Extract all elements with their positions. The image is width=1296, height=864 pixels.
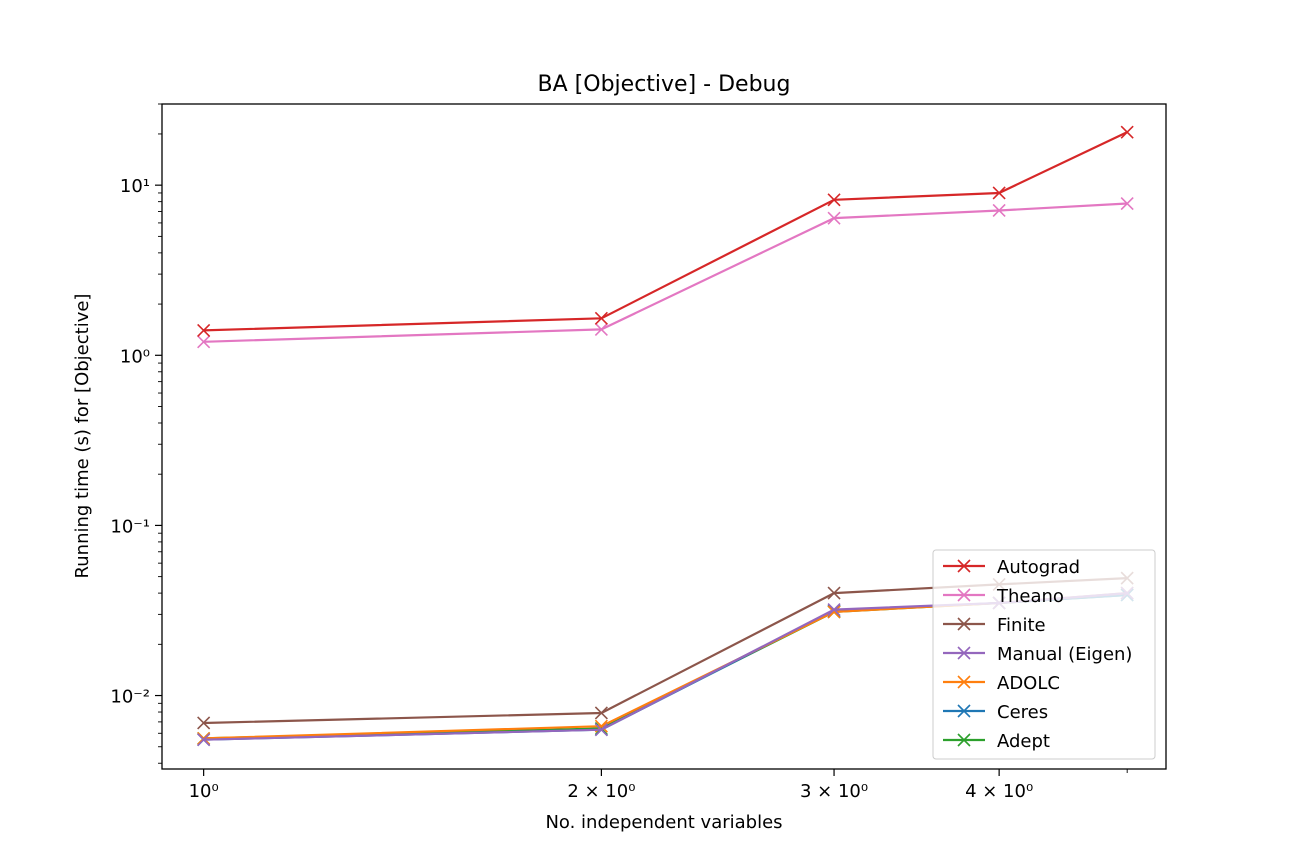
data-point [197, 731, 211, 745]
legend: Autograd Theano Finite Manual (Eigen) ADOLC C… [932, 549, 1156, 760]
legend-entry: Adept [943, 731, 1050, 752]
plot-frame [161, 103, 1167, 770]
y-tick-label: 10⁻² [110, 687, 150, 708]
x-tick-label: 10⁰ [189, 781, 219, 802]
data-point [594, 311, 608, 325]
legend-marker [957, 675, 971, 689]
legend-box [932, 549, 1156, 760]
data-point [992, 186, 1006, 200]
legend-entry: Finite [943, 615, 1046, 636]
legend-entry: Manual (Eigen) [943, 644, 1132, 665]
data-point [594, 723, 608, 737]
y-axis-ticks: 10⁻² 10⁻¹ 10⁰ 10¹ [110, 176, 162, 708]
y-tick-label: 10¹ [120, 176, 150, 197]
data-point [1120, 196, 1134, 211]
data-point [827, 586, 841, 600]
y-axis-label: Running time (s) for [Objective] [72, 294, 93, 579]
legend-label: Autograd [997, 557, 1080, 578]
data-point [197, 716, 211, 730]
data-point [197, 733, 211, 747]
legend-marker [957, 646, 971, 660]
legend-label: ADOLC [997, 673, 1060, 694]
legend-label: Ceres [997, 702, 1048, 723]
legend-entry: Theano [943, 586, 1064, 607]
legend-label: Theano [996, 586, 1064, 607]
legend-marker [957, 704, 971, 718]
x-tick-label: 2 × 10⁰ [567, 781, 635, 802]
x-tick-label: 4 × 10⁰ [965, 781, 1033, 802]
data-point [827, 193, 841, 207]
x-axis-label: No. independent variables [545, 812, 782, 833]
legend-marker [957, 588, 971, 602]
data-point [197, 323, 211, 337]
data-point [827, 211, 841, 225]
data-point [827, 605, 841, 619]
legend-label: Adept [997, 731, 1050, 752]
x-tick-label: 3 × 10⁰ [800, 781, 868, 802]
data-point [1120, 125, 1134, 139]
legend-entry: Ceres [943, 702, 1048, 723]
legend-entry: ADOLC [943, 673, 1060, 694]
data-point [992, 203, 1006, 218]
data-point [197, 335, 211, 349]
chart-title: BA [Objective] - Debug [538, 72, 791, 97]
x-axis-ticks: 10⁰ 2 × 10⁰ 3 × 10⁰ 4 × 10⁰ [189, 769, 1128, 802]
data-point [827, 603, 841, 617]
legend-marker [957, 617, 971, 631]
legend-label: Finite [997, 615, 1046, 636]
series-theano [197, 196, 1134, 349]
legend-entry: Autograd [943, 557, 1080, 578]
legend-label: Manual (Eigen) [997, 644, 1132, 665]
legend-marker [957, 559, 971, 573]
legend-marker [957, 733, 971, 747]
data-point [594, 706, 608, 720]
y-tick-label: 10⁻¹ [110, 516, 150, 537]
series-autograd [197, 125, 1134, 337]
y-tick-label: 10⁰ [120, 346, 150, 367]
data-point [594, 322, 608, 336]
y-minor-ticks [158, 103, 162, 764]
